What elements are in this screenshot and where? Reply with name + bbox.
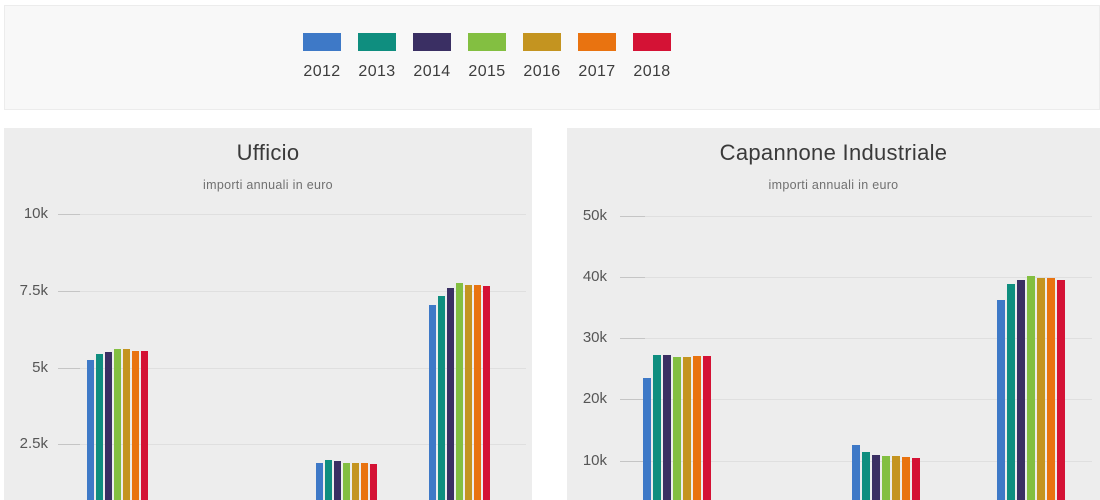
gridline-10k	[58, 214, 526, 215]
legend-item-2012[interactable]: 2012	[303, 33, 341, 81]
bar-2015-group1	[114, 349, 121, 500]
legend-label: 2014	[413, 63, 451, 80]
axis-tick-20k	[620, 399, 645, 400]
bar-2013-group3	[438, 296, 445, 500]
axis-tick-40k	[620, 277, 645, 278]
bar-2018-group2	[370, 464, 377, 500]
bar-2017-group1	[132, 351, 139, 500]
bar-2018-group3	[483, 286, 490, 500]
axis-tick-5k	[58, 368, 80, 369]
gridline-2.5k	[58, 444, 526, 445]
axis-tick-7.5k	[58, 291, 80, 292]
gridline-50k	[620, 216, 1092, 217]
chart-ufficio: Ufficio importi annuali in euro 10k 7.5k 5…	[4, 128, 532, 500]
plot-area-capannone: 50k 40k 30k 20k 10k	[567, 128, 1100, 500]
legend-item-2014[interactable]: 2014	[413, 33, 451, 81]
legend-panel: 2012 2013 2014 2015 2016 2017 2018	[4, 5, 1100, 110]
bar-2013-group1	[96, 354, 103, 500]
bar-2015-group2	[882, 456, 890, 500]
legend-label: 2012	[303, 63, 341, 80]
bar-2014-group1	[105, 352, 112, 500]
bar-2012-group2	[852, 445, 860, 500]
legend-item-2017[interactable]: 2017	[578, 33, 616, 81]
bar-2018-group2	[912, 458, 920, 500]
chart-capannone-industriale: Capannone Industriale importi annuali in…	[567, 128, 1100, 500]
bar-2012-group1	[87, 360, 94, 500]
bar-2014-group3	[447, 288, 454, 500]
bar-2013-group1	[653, 355, 661, 500]
legend-label: 2016	[523, 63, 561, 80]
bar-2016-group3	[1037, 278, 1045, 500]
bar-2012-group1	[643, 378, 651, 500]
bar-2013-group2	[862, 452, 870, 500]
chart-title-capannone: Capannone Industriale	[719, 140, 948, 165]
y-axis-label-40k: 40k	[582, 268, 607, 285]
axis-tick-2.5k	[58, 444, 80, 445]
bar-2015-group3	[456, 283, 463, 500]
legend-swatch-2017	[578, 33, 616, 51]
legend-label: 2017	[578, 63, 616, 80]
bar-2016-group2	[892, 456, 900, 500]
bar-2017-group3	[1047, 278, 1055, 500]
bar-2017-group3	[474, 285, 481, 500]
bar-2014-group3	[1017, 280, 1025, 500]
chart-subtitle-capannone: importi annuali in euro	[768, 178, 899, 192]
bar-2012-group3	[997, 300, 1005, 500]
y-axis-label-2.5k: 2.5k	[19, 435, 48, 452]
plot-area-ufficio: 10k 7.5k 5k 2.5k	[4, 128, 532, 500]
axis-tick-10k	[620, 461, 645, 462]
y-axis-label-5k: 5k	[32, 359, 48, 376]
legend-item-2013[interactable]: 2013	[358, 33, 396, 81]
bar-2016-group1	[683, 357, 691, 500]
legend-item-2018[interactable]: 2018	[633, 33, 671, 81]
bar-2012-group3	[429, 305, 436, 500]
bar-2016-group1	[123, 349, 130, 500]
bar-2013-group3	[1007, 284, 1015, 500]
gridline-20k	[620, 399, 1092, 400]
bar-2018-group1	[141, 351, 148, 500]
legend-swatch-2016	[523, 33, 561, 51]
axis-tick-30k	[620, 338, 645, 339]
bar-2018-group1	[703, 356, 711, 500]
bar-2016-group3	[465, 285, 472, 500]
gridline-30k	[620, 338, 1092, 339]
bar-2012-group2	[316, 463, 323, 500]
legend-swatch-2018	[633, 33, 671, 51]
y-axis-label-7.5k: 7.5k	[19, 282, 48, 299]
legend-swatch-2015	[468, 33, 506, 51]
y-axis-label-50k: 50k	[582, 207, 607, 224]
bar-2014-group2	[334, 461, 341, 500]
legend-label: 2018	[633, 63, 671, 80]
bar-2017-group2	[902, 457, 910, 500]
bar-2014-group1	[663, 355, 671, 500]
bar-2017-group1	[693, 356, 701, 500]
chart-title-ufficio: Ufficio	[236, 140, 300, 165]
bar-2017-group2	[361, 463, 368, 500]
y-axis-label-10k: 10k	[582, 452, 607, 469]
legend-swatch-2014	[413, 33, 451, 51]
legend-label: 2015	[468, 63, 506, 80]
axis-tick-10k	[58, 214, 80, 215]
y-axis-label-20k: 20k	[582, 390, 607, 407]
bar-2014-group2	[872, 455, 880, 500]
bar-2015-group3	[1027, 276, 1035, 500]
bar-2016-group2	[352, 463, 359, 500]
axis-tick-50k	[620, 216, 645, 217]
chart-legend: 2012 2013 2014 2015 2016 2017 2018	[303, 33, 671, 81]
legend-item-2016[interactable]: 2016	[523, 33, 561, 81]
legend-swatch-2013	[358, 33, 396, 51]
legend-swatch-2012	[303, 33, 341, 51]
y-axis-label-30k: 30k	[582, 329, 607, 346]
gridline-7.5k	[58, 291, 526, 292]
gridline-5k	[58, 368, 526, 369]
gridline-40k	[620, 277, 1092, 278]
legend-item-2015[interactable]: 2015	[468, 33, 506, 81]
bar-2015-group1	[673, 357, 681, 500]
y-axis-label-10k: 10k	[23, 205, 48, 222]
bar-2018-group3	[1057, 280, 1065, 500]
bar-2015-group2	[343, 463, 350, 500]
legend-label: 2013	[358, 63, 396, 80]
chart-subtitle-ufficio: importi annuali in euro	[203, 178, 333, 192]
bar-2013-group2	[325, 460, 332, 500]
